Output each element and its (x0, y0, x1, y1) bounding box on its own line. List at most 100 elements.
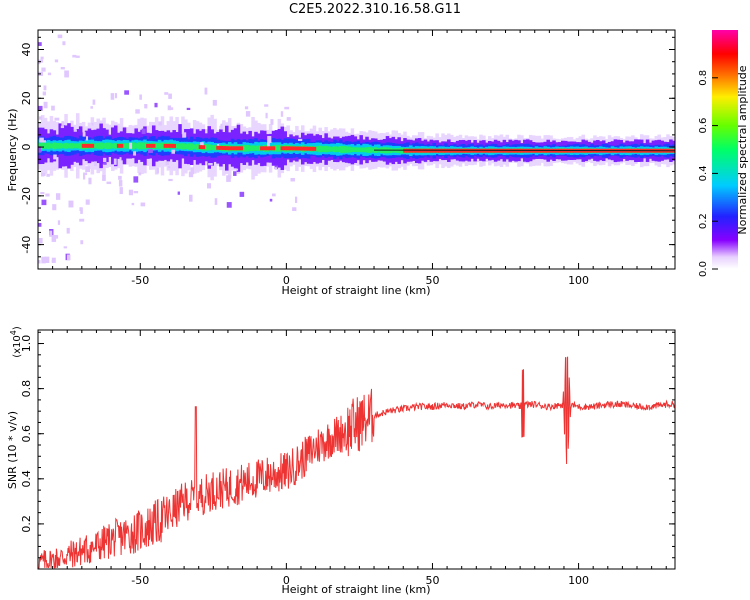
spectrogram-noise (274, 167, 277, 170)
spectrogram-band (204, 143, 209, 151)
spectrogram-noise (38, 260, 41, 264)
spectrogram-noise (40, 59, 44, 63)
x-tick-label: 100 (568, 574, 589, 587)
spectrogram-noise (55, 193, 61, 200)
spectrogram-noise (38, 146, 42, 153)
spectrogram-noise (51, 105, 55, 111)
spectrogram-noise (298, 138, 303, 141)
spectrogram-noise (60, 125, 65, 129)
spectrogram-noise (214, 198, 218, 205)
spectrogram-noise (129, 142, 133, 149)
colorbar-tick-label: 0.6 (698, 118, 709, 134)
spectrogram-band (108, 142, 112, 149)
spectrogram-noise (220, 123, 223, 130)
spectrogram-noise (265, 112, 268, 119)
spectrogram-band (315, 146, 320, 152)
spectrogram-band (75, 143, 80, 149)
spectrogram-band (73, 143, 77, 149)
spectrogram-noise (167, 105, 172, 111)
snr-scale-label: (x104) (9, 326, 23, 358)
spectrogram-noise (40, 172, 46, 176)
spectrogram-noise (40, 56, 44, 60)
y-tick-label: 0.8 (20, 380, 33, 398)
spectrogram-band (195, 143, 200, 150)
snr-y-label: SNR (10 * v/v) (6, 411, 19, 489)
spectrogram-peak (283, 146, 287, 151)
spectrogram-noise (42, 91, 46, 96)
spectrogram-noise (49, 230, 53, 237)
spectrogram-noise (286, 117, 291, 121)
spectrogram-noise (57, 220, 61, 225)
spectrogram-band (40, 142, 45, 150)
spectrogram-band (143, 142, 147, 150)
spectrogram-band (254, 145, 258, 151)
spectrogram-noise (139, 94, 142, 100)
spectrogram-noise (102, 174, 106, 181)
spectrogram-band (102, 143, 106, 149)
y-tick-label: 1.0 (20, 335, 33, 353)
spectrogram-peak (198, 145, 203, 150)
x-tick-label: 0 (283, 574, 290, 587)
snr-axes: -50 0 50 100 0.2 0.4 0.6 0.8 1.0 (20, 330, 675, 587)
spectrogram-peak (216, 145, 220, 150)
spectrogram-noise (140, 202, 146, 207)
spectrogram-band (96, 142, 100, 149)
spectrogram-noise (41, 67, 46, 72)
y-tick-label: 0 (20, 144, 33, 151)
spectrogram-band (78, 142, 83, 149)
colorbar-ticks: 0.0 0.2 0.4 0.6 0.8 (698, 70, 718, 277)
colorbar-tick-label: 0.4 (698, 165, 709, 181)
spectrogram-band (52, 142, 57, 150)
spectrogram-peak (225, 146, 229, 151)
spectrogram-noise (85, 199, 90, 205)
spectrogram-noise (60, 67, 65, 70)
spectrogram-band (131, 142, 136, 150)
spectrogram-noise (124, 90, 130, 95)
spectrogram-peak (230, 146, 235, 151)
spectrogram-noise (204, 87, 208, 95)
spectrogram-noise (141, 128, 146, 134)
y-tick-label: 40 (20, 43, 33, 57)
spectrogram-band (242, 144, 247, 152)
spectrogram-noise (207, 183, 212, 189)
spectrogram-noise (53, 235, 59, 239)
spectrogram-band (245, 145, 249, 152)
spectrogram-band (371, 147, 375, 153)
spectrogram-noise (86, 136, 89, 141)
spectrogram-noise (103, 162, 107, 165)
spectrogram-noise (79, 207, 82, 211)
x-tick-label: 50 (425, 274, 439, 287)
spectrogram-noise (189, 194, 193, 202)
spectrogram-noise (233, 171, 237, 176)
spectrogram-noise (53, 154, 57, 160)
spectrogram-band (368, 146, 372, 154)
spectrogram-peak (295, 146, 299, 151)
spectrogram-noise (45, 193, 50, 197)
spectrogram-peak (81, 143, 86, 148)
spectrogram-peak (268, 146, 273, 151)
spectrogram-noise (270, 119, 274, 125)
spectrogram-noise (40, 191, 45, 195)
spectrogram-y-label: Frequency (Hz) (6, 109, 19, 192)
spectrogram-noise (208, 163, 213, 166)
spectrogram-band (99, 142, 103, 150)
spectrogram-noise (266, 142, 270, 149)
spectrogram-band (49, 143, 54, 149)
spectrogram-band (321, 146, 325, 152)
spectrogram-noise (269, 198, 273, 202)
spectrogram-noise (217, 143, 220, 148)
spectrogram-peak (292, 146, 296, 151)
spectrogram-peak (271, 146, 276, 151)
spectrogram-noise (119, 187, 123, 195)
spectrogram-ridge-line (374, 149, 675, 152)
figure-title: C2E5.2022.310.16.58.G11 (288, 2, 462, 17)
spectrogram-peak (406, 148, 410, 153)
spectrogram-peak (412, 148, 416, 153)
spectrogram-band (140, 142, 144, 150)
spectrogram-noise (182, 132, 187, 138)
spectrogram-noise (200, 142, 204, 148)
spectrogram-noise (239, 191, 245, 197)
spectrogram-peak (286, 146, 290, 151)
spectrogram-image (38, 34, 675, 264)
